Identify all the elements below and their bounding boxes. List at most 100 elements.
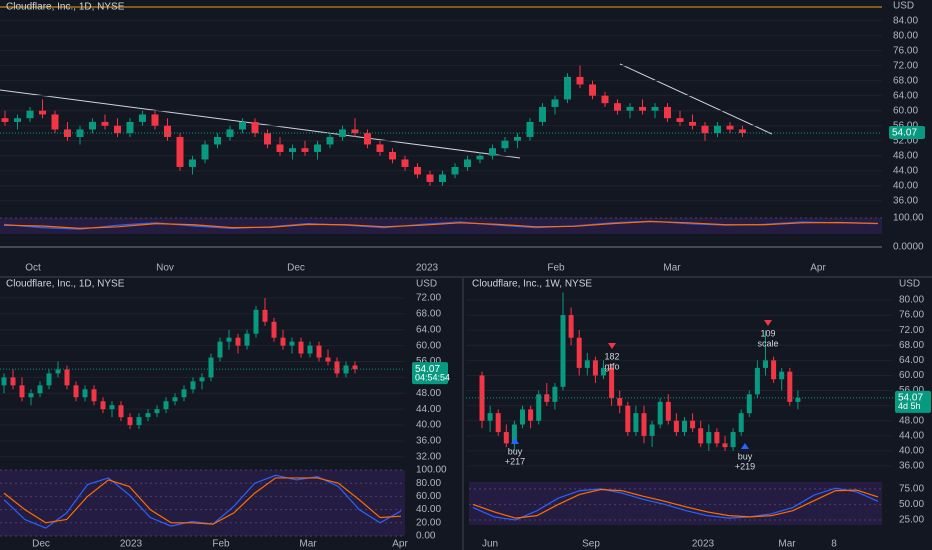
candle-body — [771, 360, 777, 380]
candle-body — [271, 321, 277, 338]
candle-body — [316, 345, 322, 358]
x-tick-label: Feb — [547, 263, 565, 274]
chart-title: Cloudflare, Inc., 1D, NYSE — [6, 279, 125, 290]
y-tick-label: 48.00 — [416, 388, 441, 399]
candle-body — [701, 125, 709, 134]
candle-body — [552, 386, 558, 402]
candle-body — [739, 129, 746, 133]
candle-body — [641, 413, 647, 436]
y-tick-label: 40.00 — [899, 446, 924, 457]
candle-body — [37, 385, 43, 394]
y-tick-label: 64.00 — [416, 324, 441, 335]
annotation-text: scale — [757, 338, 778, 348]
candle-body — [754, 367, 760, 395]
x-tick-label: 2023 — [692, 539, 715, 550]
candle-body — [464, 159, 471, 167]
candle-body — [763, 360, 768, 368]
candle-body — [139, 114, 146, 122]
candle-body — [633, 413, 639, 433]
candle-body — [226, 129, 234, 137]
candle-body — [289, 148, 296, 152]
candle-body — [564, 76, 571, 100]
candle-body — [609, 367, 615, 399]
candle-body — [520, 409, 525, 425]
price-tag — [895, 390, 931, 413]
candle-body — [64, 129, 71, 137]
candle-body — [601, 367, 606, 376]
chart-title: Cloudflare, Inc., 1D, NYSE — [6, 2, 125, 13]
y-tick-label: 52.00 — [893, 135, 918, 146]
candle-body — [181, 389, 187, 398]
y-tick-label: 76.00 — [893, 45, 918, 56]
candle-body — [601, 95, 609, 104]
candle-body — [176, 136, 184, 167]
annotation-text: buy — [738, 451, 753, 461]
y-tick-label: 80.00 — [893, 30, 918, 41]
candle-body — [239, 121, 246, 130]
candle-body — [55, 369, 61, 374]
candle-body — [514, 136, 521, 141]
candle-body — [26, 110, 34, 119]
y-tick-label: 80.00 — [899, 295, 924, 306]
x-tick-label: 8 — [831, 539, 837, 550]
candle-body — [673, 420, 679, 433]
candle-body — [101, 121, 109, 126]
x-tick-label: Nov — [156, 263, 174, 274]
y-tick-label: 44.00 — [416, 404, 441, 415]
oscillator-line — [3, 474, 402, 529]
candle-body — [376, 144, 384, 152]
currency-label: USD — [899, 279, 920, 290]
candle-body — [235, 337, 241, 346]
candle-body — [576, 76, 584, 85]
candle-body — [439, 174, 446, 182]
x-tick-label: 2023 — [120, 539, 143, 550]
oscillator-tick-label: 25.00 — [899, 515, 924, 526]
annotation-text: 109 — [760, 328, 775, 338]
oscillator2-tick-label: 0.0000 — [893, 242, 924, 253]
y-tick-label: 40.00 — [893, 180, 918, 191]
oscillator-line — [3, 220, 879, 230]
x-tick-label: Sep — [582, 539, 600, 550]
price-tag — [889, 125, 925, 139]
candle-body — [109, 405, 115, 410]
x-tick-label: 2023 — [416, 263, 439, 274]
candle-body — [389, 151, 396, 160]
candle-body — [126, 121, 134, 134]
candle-body — [1, 118, 9, 122]
candle-body — [114, 125, 121, 134]
candle-body — [89, 121, 96, 130]
candle-body — [163, 401, 169, 410]
candle-body — [326, 136, 334, 145]
candle-body — [217, 341, 223, 358]
candle-body — [746, 394, 752, 414]
annotation-arrow — [511, 438, 519, 444]
oscillator-tick-label: 80.00 — [416, 478, 441, 489]
candle-body — [251, 121, 259, 134]
annotation-arrow — [608, 343, 616, 349]
candle-body — [307, 345, 313, 354]
candle-body — [414, 166, 421, 175]
candle-body — [208, 357, 214, 378]
candle-body — [528, 409, 534, 421]
x-tick-label: Mar — [778, 539, 796, 550]
candle-body — [314, 144, 321, 152]
candle-body — [151, 114, 159, 126]
candle-body — [495, 413, 501, 433]
y-tick-label: 32.00 — [416, 451, 441, 462]
oscillator-tick-label: 100.00 — [416, 465, 447, 476]
y-tick-label: 60.00 — [893, 105, 918, 116]
candle-body — [795, 397, 801, 402]
candle-body — [262, 309, 268, 322]
price-tag-countdown: 04:54:54 — [415, 373, 450, 383]
candle-body — [738, 413, 744, 433]
candle-body — [657, 401, 663, 425]
y-tick-label: 72.00 — [899, 325, 924, 336]
x-tick-label: Apr — [810, 263, 826, 274]
candle-body — [730, 432, 736, 448]
candle-body — [651, 106, 659, 111]
y-tick-label: 44.00 — [893, 165, 918, 176]
x-tick-label: Mar — [663, 263, 681, 274]
